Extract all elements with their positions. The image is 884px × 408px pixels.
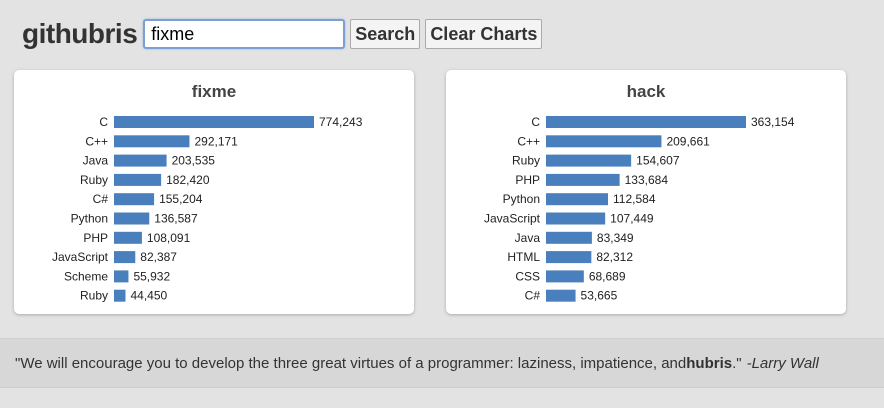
value-label: 44,450 (130, 289, 167, 303)
category-label: Python (71, 212, 108, 226)
bar (546, 116, 746, 128)
value-label: 154,607 (636, 154, 680, 168)
header: githubris Search Clear Charts (22, 17, 543, 51)
category-label: C (531, 115, 540, 129)
value-label: 774,243 (319, 115, 363, 129)
value-label: 108,091 (147, 231, 191, 245)
value-label: 292,171 (194, 134, 238, 148)
bar (546, 231, 592, 244)
value-label: 203,535 (172, 154, 216, 168)
value-label: 155,204 (159, 192, 203, 206)
category-label: C++ (85, 134, 108, 148)
quote-bar: "We will encourage you to develop the th… (0, 338, 884, 388)
bar-chart-hack: hack C 363,154 C++ 209,661 Ruby 154,607 PHP 133,… (484, 82, 795, 303)
quote-author: -Larry Wall (746, 354, 819, 372)
value-label: 209,661 (666, 134, 710, 148)
bar (114, 212, 150, 225)
bar (546, 135, 662, 148)
category-label: Java (83, 154, 109, 168)
bar (114, 154, 167, 167)
category-label: JavaScript (52, 250, 109, 264)
search-input[interactable] (143, 19, 346, 49)
value-label: 182,420 (166, 173, 210, 187)
bar (546, 212, 606, 225)
value-label: 107,449 (610, 212, 654, 226)
bar (114, 231, 142, 244)
value-label: 133,684 (625, 173, 669, 187)
category-label: Ruby (80, 289, 108, 303)
chart-card-hack: hack C 363,154 C++ 209,661 Ruby 154,607 PHP 133,… (446, 70, 846, 314)
category-label: CSS (515, 269, 540, 283)
value-label: 363,154 (751, 115, 795, 129)
category-label: PHP (83, 231, 108, 245)
category-label: C++ (517, 134, 540, 148)
value-label: 68,689 (589, 269, 626, 283)
category-label: Ruby (80, 173, 108, 187)
bar (546, 270, 584, 283)
value-label: 112,584 (613, 192, 656, 206)
bar (114, 251, 136, 264)
chart-title: fixme (192, 82, 236, 101)
category-label: Scheme (64, 269, 108, 283)
bar (546, 289, 576, 302)
logo: githubris (22, 18, 138, 49)
category-label: Java (515, 231, 541, 245)
value-label: 136,587 (154, 212, 198, 226)
search-button[interactable]: Search (350, 19, 421, 49)
category-label: C (99, 115, 108, 129)
value-label: 83,349 (597, 231, 634, 245)
clear-charts-button[interactable]: Clear Charts (425, 19, 543, 49)
bar (546, 251, 592, 264)
category-label: HTML (507, 250, 540, 264)
bar (114, 270, 129, 283)
bar (114, 193, 155, 206)
category-label: JavaScript (484, 212, 541, 226)
bar (546, 193, 609, 206)
quote-emphasis: hubris (686, 354, 733, 372)
category-label: C# (93, 192, 109, 206)
category-label: PHP (515, 173, 540, 187)
bar-chart-fixme: fixme C 774,243 C++ 292,171 Java 203,535 Ruby 18… (52, 82, 363, 303)
bar (546, 154, 632, 167)
value-label: 82,312 (596, 250, 633, 264)
value-label: 55,932 (133, 269, 170, 283)
category-label: C# (525, 289, 541, 303)
bar (114, 173, 162, 186)
chart-title: hack (627, 82, 666, 101)
bar (546, 173, 620, 186)
category-label: Ruby (512, 154, 540, 168)
category-label: Python (503, 192, 540, 206)
chart-card-fixme: fixme C 774,243 C++ 292,171 Java 203,535 Ruby 18… (14, 70, 414, 314)
bar (114, 135, 190, 148)
value-label: 53,665 (581, 289, 618, 303)
bar (114, 116, 314, 128)
quote-text: "We will encourage you to develop the th… (15, 354, 687, 372)
value-label: 82,387 (140, 250, 177, 264)
quote-end: ." (732, 354, 742, 372)
bar (114, 289, 126, 302)
